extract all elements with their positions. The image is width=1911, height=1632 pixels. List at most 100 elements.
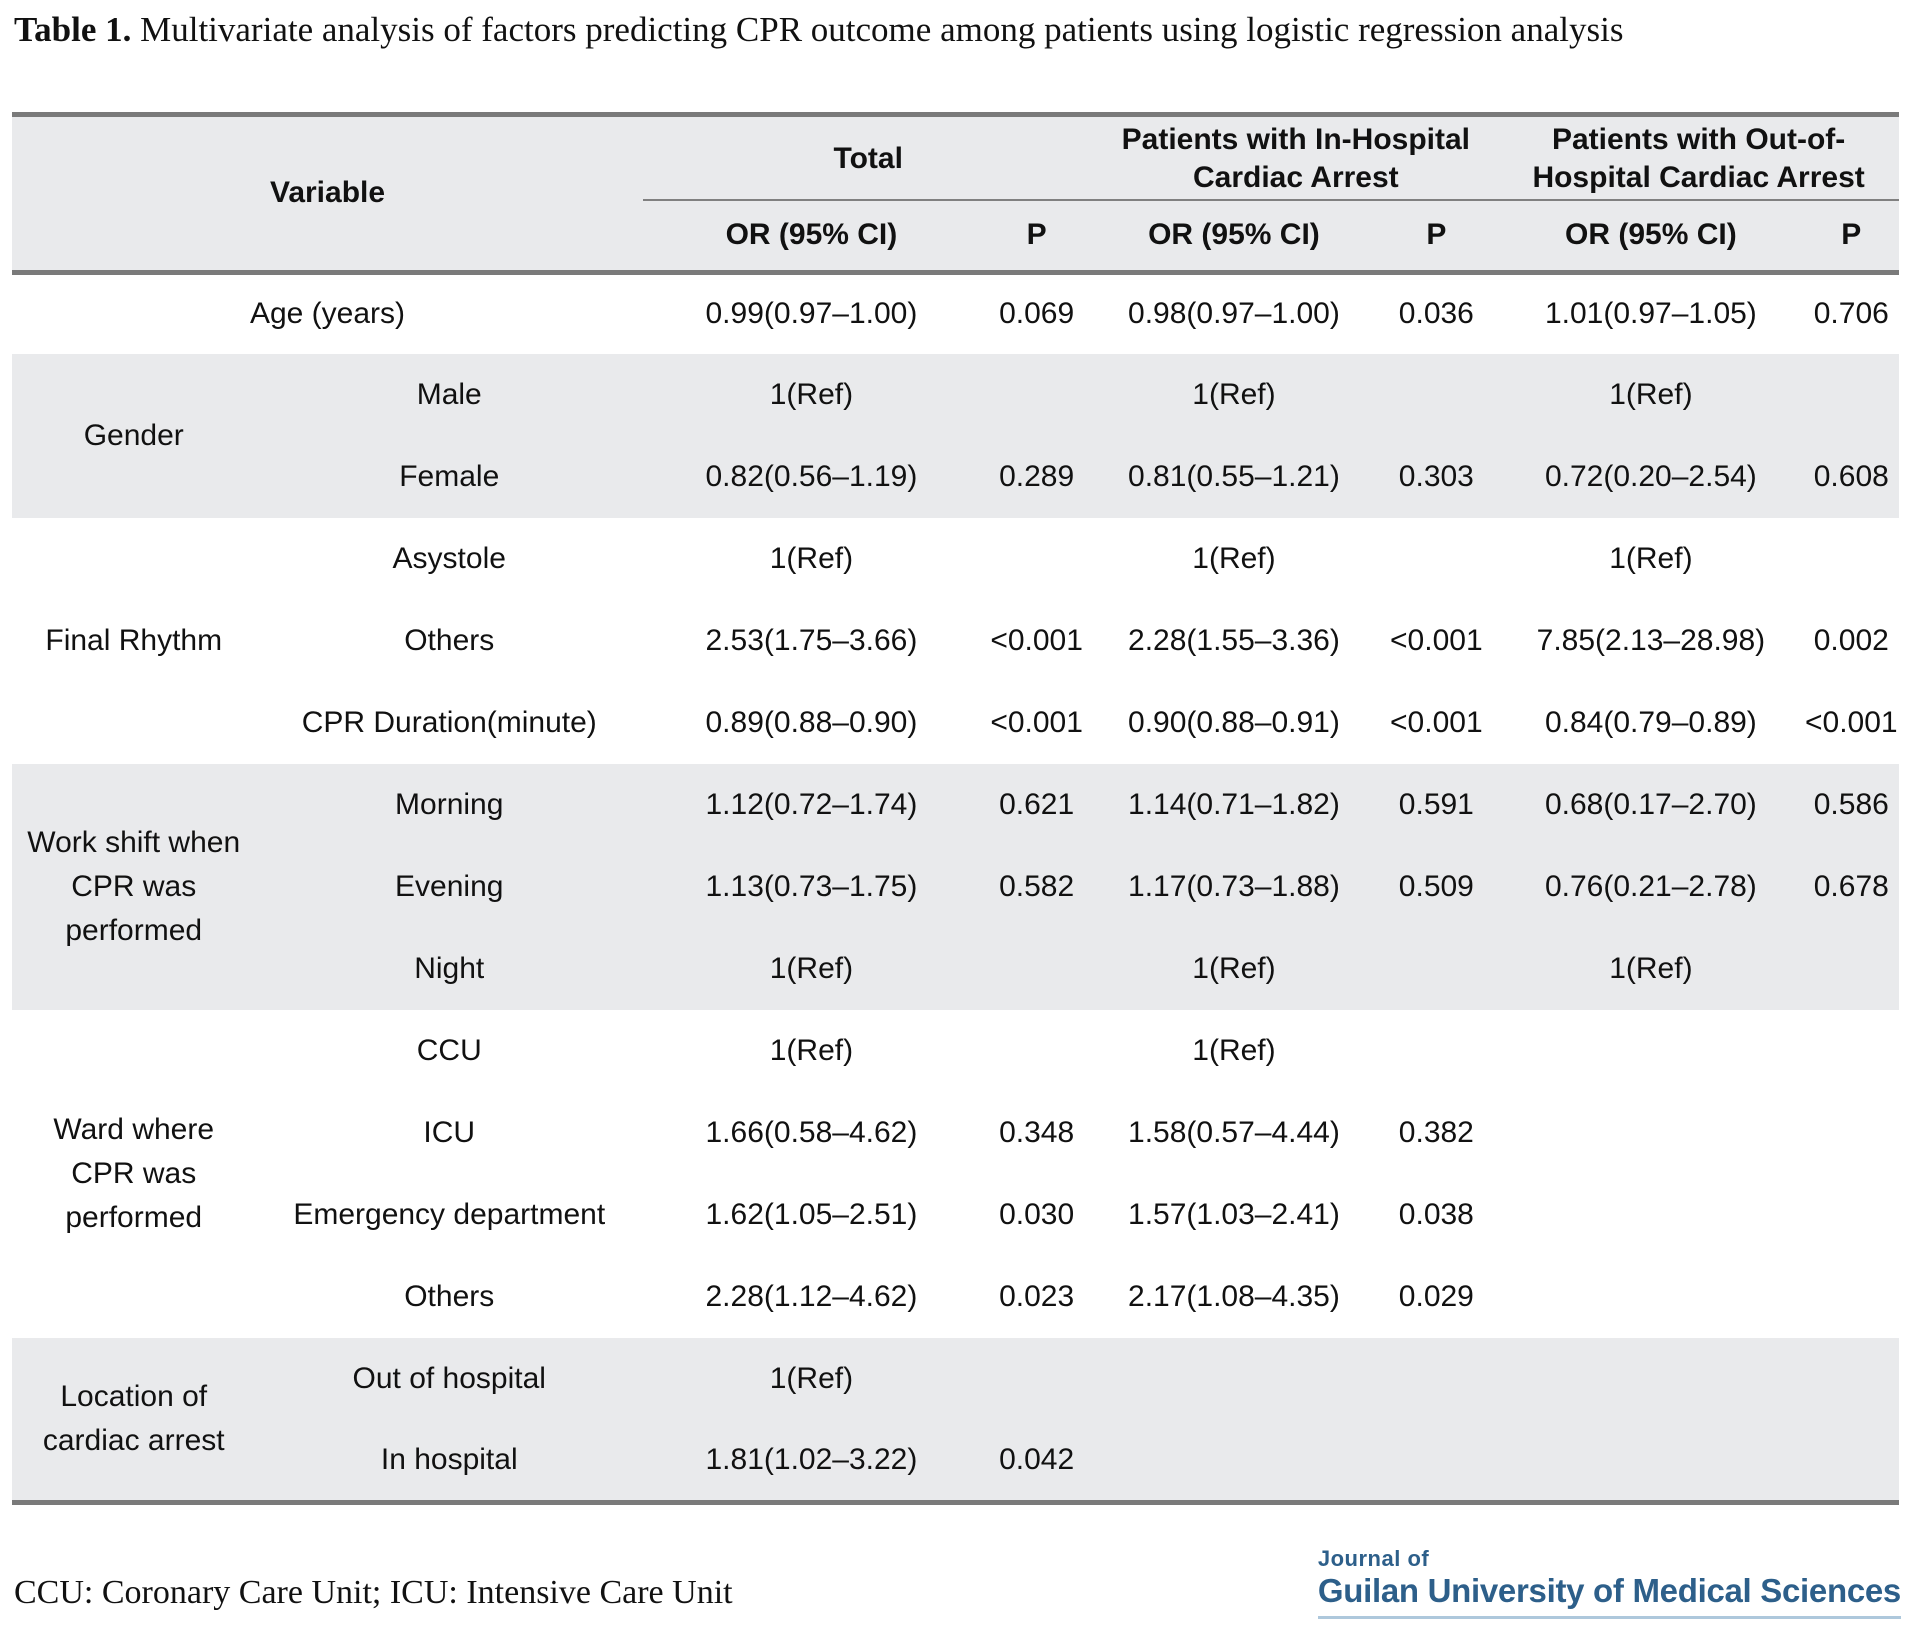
or-ci-cell: 0.81(0.55–1.21) — [1093, 436, 1375, 518]
or-ci-cell: 1.13(0.73–1.75) — [643, 846, 980, 928]
p-value-cell — [1374, 1010, 1498, 1092]
or-ci-cell: 1.17(0.73–1.88) — [1093, 846, 1375, 928]
p-value-cell: 0.030 — [999, 1198, 1075, 1231]
or-ci-cell: 1(Ref) — [769, 1034, 854, 1067]
or-ci-cell: 1(Ref) — [643, 1338, 980, 1420]
p-value-cell: 0.289 — [979, 436, 1094, 518]
column-header-or-total: OR (95% CI) — [643, 200, 980, 275]
p-value-cell: 0.348 — [999, 1116, 1075, 1149]
column-group-in-hospital: Patients with In-Hospital Cardiac Arrest — [1093, 114, 1499, 201]
or-ci-cell: 1(Ref) — [1192, 1034, 1276, 1067]
variable-sub-label: ICU — [423, 1116, 476, 1149]
variable-group-label: Location of cardiac arrest — [12, 1338, 256, 1502]
journal-logo: Journal of Guilan University of Medical … — [1317, 1546, 1901, 1619]
or-ci-cell: 1.01(0.97–1.05) — [1544, 297, 1757, 331]
variable-sub-label: Others — [404, 624, 495, 657]
table-row: ICU 1.66(0.58–4.62) 0.348 1.58(0.57–4.44) 0.… — [12, 1092, 1899, 1174]
or-ci-cell — [1498, 1092, 1803, 1174]
journal-logo-line1: Journal of — [1317, 1546, 1430, 1571]
p-value-cell — [1803, 1338, 1899, 1420]
or-ci-cell: 0.84(0.79–0.89) — [1544, 706, 1757, 739]
or-ci-cell: 1(Ref) — [769, 542, 854, 575]
column-group-total: Total — [643, 114, 1094, 201]
or-ci-cell: 1.58(0.57–4.44) — [1128, 1116, 1340, 1149]
or-ci-cell: 1(Ref) — [643, 928, 980, 1010]
or-ci-cell — [1498, 1174, 1803, 1256]
p-value-cell: 0.586 — [1803, 764, 1899, 846]
p-value-cell: 0.029 — [1398, 1280, 1474, 1313]
or-ci-cell: 1.57(1.03–2.41) — [1128, 1198, 1340, 1231]
table-body: Age (years) 0.99(0.97–1.00) 0.069 0.98(0.97… — [12, 272, 1899, 1502]
or-ci-cell: 1.66(0.58–4.62) — [705, 1116, 918, 1149]
p-value-cell: 0.608 — [1803, 436, 1899, 518]
table-header: Variable Total Patients with In-Hospital… — [12, 114, 1899, 275]
table-row: Others 2.28(1.12–4.62) 0.023 2.17(1.08–4.35… — [12, 1256, 1899, 1338]
or-ci-cell — [1498, 1010, 1803, 1092]
p-value-cell: <0.001 — [1804, 706, 1898, 739]
p-value-cell: 0.582 — [979, 846, 1094, 928]
or-ci-cell: 1(Ref) — [1192, 542, 1276, 575]
variable-sub-label: Others — [404, 1280, 495, 1313]
column-header-variable: Variable — [12, 114, 644, 275]
p-value-cell: 0.042 — [979, 1420, 1094, 1502]
p-value-cell — [979, 354, 1094, 436]
variable-sub-label: Asystole — [392, 542, 506, 575]
or-ci-cell: 0.76(0.21–2.78) — [1498, 846, 1804, 928]
or-ci-cell — [1498, 1420, 1804, 1502]
table-row: Others 2.53(1.75–3.66) <0.001 2.28(1.55–3.3… — [12, 600, 1899, 682]
or-ci-cell: 0.98(0.97–1.00) — [1128, 297, 1340, 331]
p-value-cell — [1803, 1420, 1899, 1502]
or-ci-cell: 2.17(1.08–4.35) — [1128, 1280, 1340, 1313]
table-caption-number: Table 1. — [14, 10, 132, 49]
variable-sub-label: Female — [255, 436, 644, 518]
p-value-cell: 0.036 — [1398, 297, 1474, 331]
p-value-cell — [980, 518, 1094, 600]
or-ci-cell: 2.28(1.12–4.62) — [705, 1280, 918, 1313]
variable-group-label: Work shift when CPR was performed — [12, 764, 256, 1010]
variable-sub-label: CCU — [416, 1034, 482, 1067]
or-ci-cell: 2.53(1.75–3.66) — [705, 624, 918, 657]
table-row: Night 1(Ref) 1(Ref) 1(Ref) — [12, 928, 1899, 1010]
header-row-subcolumns: OR (95% CI) P OR (95% CI) P OR (95% CI) … — [12, 200, 1899, 275]
p-value-cell: <0.001 — [1390, 706, 1483, 739]
p-value-cell: <0.001 — [1390, 624, 1483, 657]
p-value-cell — [1374, 928, 1499, 1010]
or-ci-cell: 1.12(0.72–1.74) — [643, 764, 980, 846]
variable-group-label: Ward where CPR was performed — [53, 1113, 215, 1234]
p-value-cell: <0.001 — [990, 706, 1083, 739]
p-value-cell: 0.303 — [1374, 436, 1499, 518]
variable-sub-label: Out of hospital — [255, 1338, 644, 1420]
or-ci-cell: 0.99(0.97–1.00) — [705, 297, 918, 331]
column-group-out-of-hospital: Patients with Out-of-Hospital Cardiac Ar… — [1498, 114, 1899, 201]
table-row: CPR Duration(minute) 0.89(0.88–0.90) <0.00… — [12, 682, 1899, 764]
variable-sub-label: Evening — [255, 846, 644, 928]
table-row: Gender Male 1(Ref) 1(Ref) 1(Ref) — [12, 354, 1899, 518]
p-value-cell — [1374, 518, 1498, 600]
or-ci-cell: 0.68(0.17–2.70) — [1498, 764, 1804, 846]
variable-group-label: Gender — [12, 354, 256, 518]
table-caption-text: Multivariate analysis of factors predict… — [140, 10, 1624, 49]
variable-sub-label: CPR Duration(minute) — [301, 706, 597, 739]
or-ci-cell: 1(Ref) — [1609, 542, 1693, 575]
p-value-cell: 0.038 — [1398, 1198, 1474, 1231]
p-value-cell: 0.706 — [1813, 297, 1889, 331]
column-header-p-in-hospital: P — [1374, 200, 1499, 275]
p-value-cell: 0.621 — [979, 764, 1094, 846]
table-row: Location of cardiac arrest Out of hospita… — [12, 1338, 1899, 1502]
p-value-cell — [979, 928, 1094, 1010]
p-value-cell: 0.591 — [1374, 764, 1499, 846]
p-value-cell: 0.678 — [1803, 846, 1899, 928]
or-ci-cell: 1(Ref) — [643, 354, 980, 436]
p-value-cell: 0.509 — [1374, 846, 1499, 928]
p-value-cell: 0.069 — [999, 297, 1075, 331]
p-value-cell — [1374, 1338, 1499, 1420]
or-ci-cell: 1(Ref) — [1498, 928, 1804, 1010]
p-value-cell — [1803, 354, 1899, 436]
column-header-p-out-of-hospital: P — [1803, 200, 1899, 275]
p-value-cell — [1804, 1256, 1899, 1338]
table-row: Final Rhythm Asystole 1(Ref) 1(Ref) 1(Ref) — [12, 518, 1899, 657]
table-row: In hospital 1.81(1.02–3.22) 0.042 — [12, 1420, 1899, 1502]
abbreviations-footnote: CCU: Coronary Care Unit; ICU: Intensive … — [14, 1574, 733, 1611]
variable-sub-label: Male — [255, 354, 644, 436]
table-row: Evening 1.13(0.73–1.75) 0.582 1.17(0.73–1.8… — [12, 846, 1899, 928]
